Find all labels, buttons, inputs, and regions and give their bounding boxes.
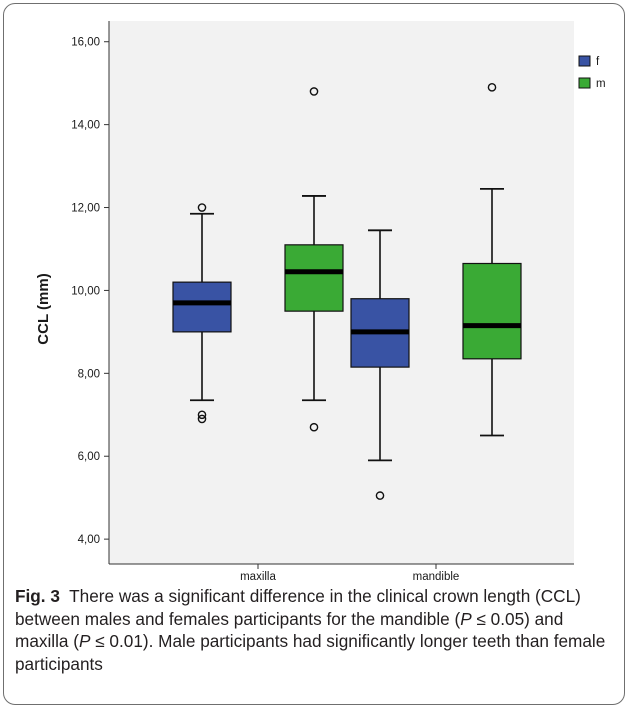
- box-m-maxilla: [284, 87, 344, 432]
- caption-figure-label: Fig. 3: [15, 586, 60, 606]
- outlier-point: [309, 87, 319, 96]
- caption-p-symbol-1: P: [460, 608, 472, 629]
- x-tick-label: maxilla: [240, 571, 276, 583]
- outlier-point: [197, 203, 207, 212]
- figure-caption: Fig. 3 There was a significant differenc…: [15, 585, 615, 675]
- legend-swatch-m: [578, 77, 591, 89]
- legend-label-m: m: [596, 78, 606, 90]
- box-m-mandible: [462, 83, 522, 437]
- iqr-box: [462, 262, 522, 360]
- outlier-point: [487, 83, 497, 92]
- chart-canvas: CCL (mm) 4,00 6,00 8,00 10,00 12,00 14,00 16,0…: [35, 21, 606, 583]
- y-tick-label: 10,00: [71, 285, 100, 297]
- outlier-point: [309, 422, 319, 432]
- iqr-box: [172, 281, 232, 333]
- y-axis-label: CCL (mm): [35, 273, 52, 344]
- legend-label-f: f: [596, 56, 600, 68]
- iqr-box: [284, 244, 344, 312]
- legend-swatch-f: [578, 55, 591, 67]
- caption-p-symbol-2: P: [78, 631, 91, 651]
- y-tick-label: 16,00: [71, 37, 100, 49]
- y-tick-label: 4,00: [78, 534, 100, 546]
- figure-frame: [3, 3, 625, 705]
- y-tick-label: 12,00: [71, 203, 100, 215]
- box-f-mandible: [350, 229, 410, 500]
- caption-text-part-1: There was a significant difference in th…: [15, 586, 581, 629]
- y-tick-label: 6,00: [78, 451, 100, 463]
- outlier-point: [197, 410, 207, 420]
- caption-text-part-2: ≤ 0.05) and maxilla (: [15, 608, 564, 652]
- caption-text-part-3: ≤ 0.01). Male participants had significa…: [15, 631, 606, 674]
- y-tick-label: 14,00: [71, 120, 100, 132]
- outlier-point: [197, 414, 207, 424]
- y-tick-label: 8,00: [78, 368, 100, 380]
- outlier-point: [375, 491, 385, 500]
- boxplot-chart: CCL (mm) 4,00 6,00 8,00 10,00 12,00 14,00 16,0…: [14, 14, 614, 584]
- x-tick-label: mandible: [413, 571, 460, 583]
- box-f-maxilla: [172, 203, 232, 424]
